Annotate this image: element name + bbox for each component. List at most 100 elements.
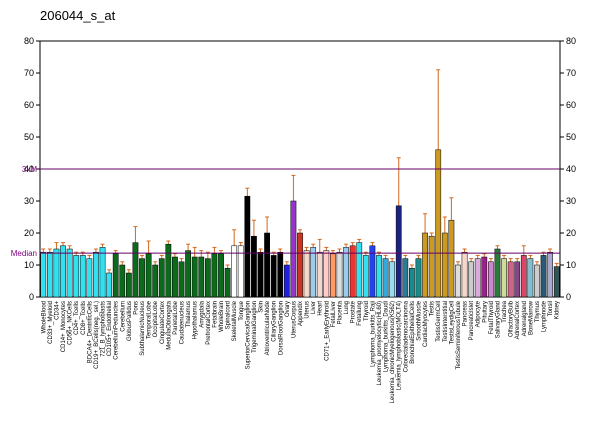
x-tick-label: SalivaryGland — [495, 301, 501, 338]
bar — [553, 266, 560, 298]
x-tick-label: Heart — [318, 301, 324, 316]
bar — [106, 272, 112, 298]
bar — [297, 232, 303, 298]
bar — [66, 248, 73, 298]
x-tick-label: ParietalLobe — [173, 300, 179, 334]
bar — [145, 253, 152, 298]
bar — [448, 219, 455, 298]
x-tick-label: Adipocyte — [476, 300, 482, 327]
x-tick-label: Trachea — [502, 300, 508, 322]
x-tick-label: Lymphnode — [542, 300, 548, 332]
y2-tick-label: 80 — [566, 36, 576, 46]
bar — [139, 258, 145, 298]
bar — [40, 251, 47, 298]
x-tick-label: AdrenalCortex — [515, 301, 521, 339]
bar — [435, 149, 442, 298]
bar — [547, 251, 554, 298]
bar — [369, 245, 376, 298]
x-tick-label: Testis — [430, 301, 436, 316]
x-tick-label: CD19+_BCells(neg._sel.) — [94, 301, 100, 369]
x-tick-label: CD71+_EarlyErythroid — [324, 301, 330, 361]
x-tick-label: CD56+_NKCells — [68, 301, 74, 345]
bar — [112, 253, 119, 298]
bar — [336, 251, 343, 298]
x-tick-label: Placenta — [337, 300, 343, 324]
bar — [283, 264, 290, 298]
bar — [415, 258, 422, 298]
x-tick-label: CiliaryGanglion — [272, 301, 278, 342]
y-tick-label: 40 — [24, 164, 34, 174]
bar — [520, 255, 527, 298]
x-tick-label: FetalThyroid — [489, 301, 495, 334]
x-tick-label: Cerebellum — [120, 301, 126, 332]
y-tick-label: 10 — [24, 260, 34, 270]
bar — [46, 251, 53, 298]
bar — [409, 267, 415, 298]
x-tick-label: CD14+_Monocytes — [61, 301, 67, 352]
x-tick-label: Caudatenucleus — [180, 301, 186, 344]
bar — [494, 248, 501, 298]
bar — [376, 255, 382, 298]
x-tick-label: WholeBrain — [219, 301, 225, 332]
x-tick-label: CD105+_Endothelial — [107, 301, 113, 356]
x-tick-label: Lung — [344, 301, 350, 314]
bar — [474, 258, 481, 298]
bar — [540, 255, 547, 298]
x-tick-label: Lymphoma_burkitts_Raji — [370, 301, 376, 367]
bar — [93, 251, 99, 298]
x-tick-label: Kidney — [555, 301, 561, 319]
bar — [507, 261, 514, 298]
x-tick-label: WholeBlood — [41, 301, 47, 333]
bar — [527, 258, 534, 298]
bar — [231, 245, 238, 298]
x-tick-label: OccipitalLobe — [153, 300, 159, 337]
chart-title: 206044_s_at — [40, 8, 116, 23]
x-tick-label: TestisSeminiferousTubule — [456, 300, 462, 369]
bar — [441, 232, 448, 298]
bar — [349, 245, 356, 298]
bar — [119, 264, 126, 298]
x-tick-label: Fetallung — [357, 301, 363, 326]
bar — [310, 247, 317, 298]
bar — [251, 235, 257, 298]
x-tick-label: Uterus — [305, 301, 311, 319]
bar — [277, 251, 284, 298]
x-tick-label: DorsalRootGanglion — [278, 301, 284, 355]
x-tick-label: Prostate — [351, 300, 357, 323]
y2-tick-label: 70 — [566, 68, 576, 78]
y-tick-label: 20 — [24, 228, 34, 238]
y-tick-label: 60 — [24, 100, 34, 110]
bar — [204, 258, 211, 298]
bar — [53, 248, 60, 298]
bar — [343, 247, 349, 298]
bar — [165, 243, 172, 298]
x-tick-label: SubthalamicNucleus — [140, 301, 146, 356]
y2-tick-label: 50 — [566, 132, 576, 142]
x-tick-label: Leukemia_lymphoblastic(MOLT4) — [397, 301, 403, 390]
bar — [356, 242, 363, 298]
bar — [468, 261, 475, 298]
y2-tick-label: 40 — [566, 164, 576, 174]
bar — [330, 253, 336, 298]
bar — [73, 255, 80, 298]
x-tick-label: BronchialEpithelialCells — [410, 301, 416, 364]
x-tick-label: Thymus — [535, 301, 541, 322]
bar — [461, 251, 468, 298]
x-tick-label: Lymphoma_burkitts_Daudi — [384, 301, 390, 372]
bar — [211, 253, 218, 298]
x-tick-label: OlfactoryBulb — [509, 300, 515, 337]
bar — [514, 261, 521, 298]
bar — [382, 258, 389, 298]
y-tick-label: 0 — [29, 292, 34, 302]
bar — [316, 251, 323, 298]
bar — [422, 232, 428, 298]
x-tick-label: Spinalcord — [226, 301, 232, 329]
y2-tick-label: 20 — [566, 228, 576, 238]
bar — [362, 255, 369, 298]
bar — [125, 272, 132, 298]
x-tick-label: Hypothalamus — [193, 301, 199, 339]
bar — [257, 251, 264, 298]
x-tick-label: TemporalLobe — [147, 300, 153, 339]
bar — [395, 205, 402, 298]
